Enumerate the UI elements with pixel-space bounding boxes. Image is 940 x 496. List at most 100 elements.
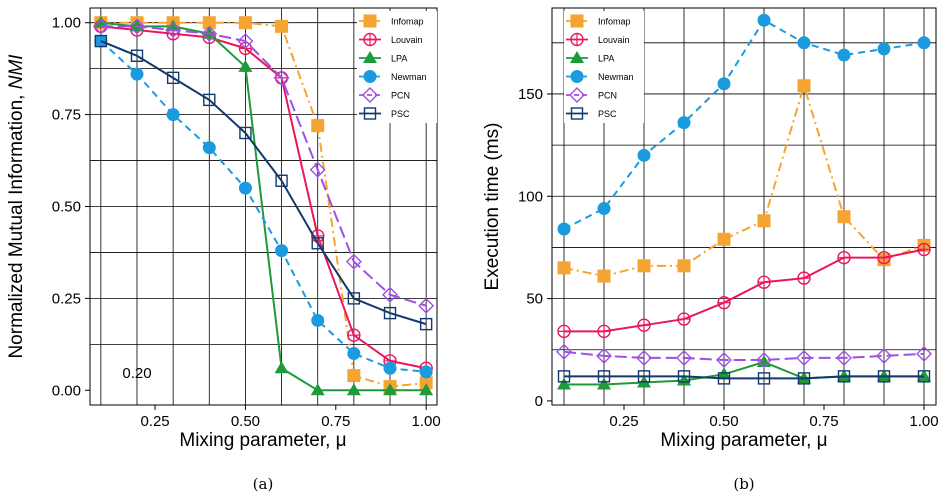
data-point bbox=[273, 69, 290, 86]
legend-marker bbox=[570, 32, 584, 47]
y-tick-label: 100 bbox=[518, 188, 543, 205]
data-point bbox=[637, 148, 651, 162]
data-point bbox=[345, 253, 362, 270]
data-point bbox=[130, 49, 144, 62]
data-point bbox=[677, 116, 691, 130]
series-line bbox=[564, 360, 924, 386]
chart-b-ylabel: Execution time (ms) bbox=[482, 123, 503, 291]
legend-label: Louvain bbox=[391, 35, 423, 45]
series-line bbox=[100, 25, 427, 307]
legend-marker bbox=[570, 70, 584, 83]
data-point bbox=[757, 13, 771, 27]
legend-item-psc: PSC bbox=[566, 107, 617, 120]
data-point bbox=[877, 250, 891, 265]
data-point bbox=[917, 36, 931, 50]
data-point bbox=[382, 286, 399, 303]
data-point bbox=[637, 259, 651, 273]
legend-label: PSC bbox=[598, 109, 617, 119]
data-point bbox=[166, 71, 180, 85]
series-line bbox=[564, 375, 924, 380]
data-point bbox=[557, 377, 571, 390]
data-point bbox=[238, 59, 253, 72]
legend-label: PCN bbox=[598, 91, 617, 101]
data-point bbox=[677, 370, 691, 383]
series-newman bbox=[94, 34, 433, 379]
data-point bbox=[717, 372, 731, 385]
data-point bbox=[717, 295, 731, 310]
legend-item-newman: Newman bbox=[359, 70, 427, 83]
data-point bbox=[756, 351, 772, 368]
data-point bbox=[637, 318, 651, 332]
data-point bbox=[94, 34, 108, 48]
data-point bbox=[757, 355, 771, 368]
legend-marker bbox=[362, 87, 378, 103]
series-louvain bbox=[557, 242, 931, 339]
data-point bbox=[347, 369, 361, 383]
legend-label: Newman bbox=[598, 72, 634, 82]
data-point bbox=[916, 345, 932, 362]
chart-b-legend: Infomap Louvain LPA Newman PCN PSC bbox=[564, 11, 644, 123]
chart-a-legend: Infomap Louvain LPA Newman PCN PSC bbox=[357, 11, 437, 123]
data-point bbox=[93, 15, 108, 28]
legend-marker bbox=[569, 87, 585, 103]
legend-label: Infomap bbox=[598, 17, 631, 27]
data-point bbox=[419, 383, 434, 396]
data-point bbox=[347, 347, 361, 361]
data-point bbox=[636, 349, 652, 366]
data-point bbox=[238, 16, 252, 30]
data-point bbox=[557, 261, 571, 275]
y-tick-label: 0.25 bbox=[52, 290, 81, 307]
data-point bbox=[676, 349, 692, 366]
chart-b-caption: (b) bbox=[733, 475, 754, 493]
data-point bbox=[597, 202, 611, 216]
series-line bbox=[564, 248, 925, 333]
legend-marker bbox=[363, 70, 377, 83]
data-point bbox=[677, 312, 691, 326]
data-point bbox=[876, 347, 892, 364]
data-point bbox=[717, 77, 731, 91]
data-point bbox=[347, 292, 361, 305]
data-point bbox=[637, 370, 651, 383]
panel-a: 0.00 0.25 0.50 0.75 1.00 0.25 0.50 0.75 1.00 0.20… bbox=[6, 7, 441, 493]
legend-label: PSC bbox=[391, 109, 410, 119]
x-tick-label: 0.75 bbox=[321, 413, 350, 430]
data-point bbox=[130, 67, 144, 81]
legend-item-louvain: Louvain bbox=[566, 32, 630, 47]
legend-item-psc: PSC bbox=[359, 107, 410, 120]
legend-item-infomap: Infomap bbox=[566, 14, 631, 28]
data-point bbox=[166, 108, 180, 122]
series-line bbox=[563, 82, 925, 278]
y-tick-label: 150 bbox=[518, 86, 543, 103]
series-psc bbox=[557, 370, 931, 385]
series-line bbox=[100, 21, 427, 388]
data-point bbox=[917, 242, 931, 257]
legend-label: Louvain bbox=[598, 35, 630, 45]
legend-label: LPA bbox=[391, 54, 407, 64]
x-tick-label-extra: 0.20 bbox=[122, 365, 151, 382]
data-point bbox=[202, 141, 216, 155]
data-point bbox=[310, 383, 325, 396]
x-tick-label: 1.00 bbox=[909, 413, 938, 430]
y-tick-label: 50 bbox=[526, 291, 543, 308]
legend-item-infomap: Infomap bbox=[359, 14, 424, 28]
data-point bbox=[166, 19, 181, 32]
x-tick-label: 1.00 bbox=[412, 413, 441, 430]
data-point bbox=[275, 19, 289, 33]
data-point bbox=[596, 347, 612, 364]
data-point bbox=[275, 174, 288, 187]
series-psc bbox=[94, 34, 433, 331]
data-point bbox=[275, 244, 289, 258]
data-point bbox=[837, 48, 851, 62]
data-point bbox=[837, 210, 851, 224]
data-point bbox=[757, 275, 771, 289]
data-point bbox=[311, 313, 325, 327]
series-pcn bbox=[556, 343, 932, 368]
data-point bbox=[311, 119, 325, 133]
data-point bbox=[309, 161, 326, 178]
legend-label: PCN bbox=[391, 91, 410, 101]
panel-b: 0 50 100 150 0.25 0.50 0.75 1.00 Mixing paramete… bbox=[482, 7, 939, 493]
series-pcn bbox=[92, 18, 435, 314]
chart-b-frame bbox=[551, 7, 937, 406]
chart-b-xlabel: Mixing parameter, μ bbox=[660, 430, 827, 451]
x-tick-label: 0.25 bbox=[609, 413, 638, 430]
